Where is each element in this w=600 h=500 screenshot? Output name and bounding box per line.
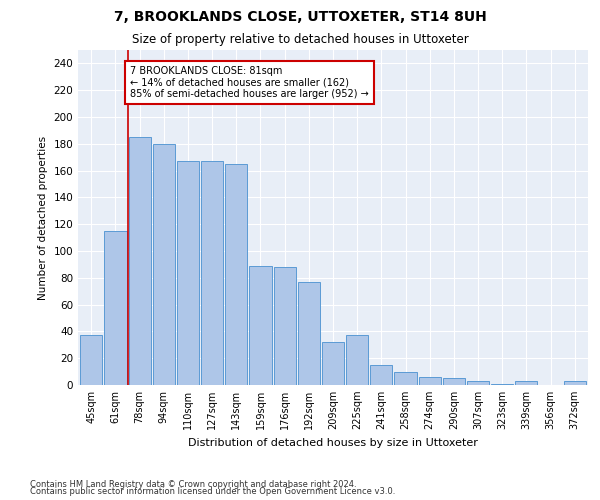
- Bar: [201, 161, 223, 385]
- X-axis label: Distribution of detached houses by size in Uttoxeter: Distribution of detached houses by size …: [188, 438, 478, 448]
- Bar: [177, 161, 199, 385]
- Bar: [370, 365, 392, 385]
- Bar: [250, 266, 272, 385]
- Bar: [515, 381, 538, 385]
- Bar: [128, 137, 151, 385]
- Bar: [443, 378, 465, 385]
- Bar: [298, 282, 320, 385]
- Bar: [394, 372, 416, 385]
- Bar: [274, 267, 296, 385]
- Bar: [225, 164, 247, 385]
- Bar: [491, 384, 514, 385]
- Y-axis label: Number of detached properties: Number of detached properties: [38, 136, 48, 300]
- Bar: [467, 381, 489, 385]
- Text: Contains HM Land Registry data © Crown copyright and database right 2024.: Contains HM Land Registry data © Crown c…: [30, 480, 356, 489]
- Text: Contains public sector information licensed under the Open Government Licence v3: Contains public sector information licen…: [30, 487, 395, 496]
- Text: 7, BROOKLANDS CLOSE, UTTOXETER, ST14 8UH: 7, BROOKLANDS CLOSE, UTTOXETER, ST14 8UH: [113, 10, 487, 24]
- Text: Size of property relative to detached houses in Uttoxeter: Size of property relative to detached ho…: [131, 32, 469, 46]
- Bar: [346, 336, 368, 385]
- Bar: [152, 144, 175, 385]
- Bar: [104, 231, 127, 385]
- Bar: [563, 381, 586, 385]
- Bar: [322, 342, 344, 385]
- Bar: [419, 377, 441, 385]
- Bar: [80, 336, 103, 385]
- Text: 7 BROOKLANDS CLOSE: 81sqm
← 14% of detached houses are smaller (162)
85% of semi: 7 BROOKLANDS CLOSE: 81sqm ← 14% of detac…: [130, 66, 369, 100]
